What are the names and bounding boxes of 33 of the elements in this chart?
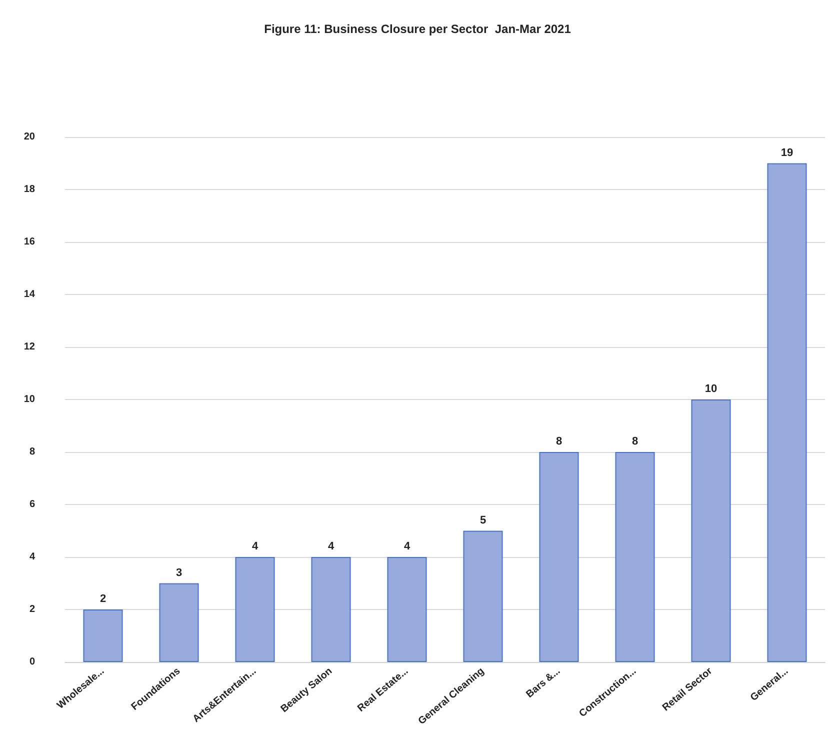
data-label: 8 [556, 436, 562, 448]
y-tick-label: 18 [24, 184, 36, 195]
y-tick-label: 2 [29, 604, 36, 615]
x-tick-label: Bars &... [524, 666, 563, 700]
bar [691, 400, 731, 662]
y-tick-label: 4 [29, 552, 36, 562]
y-tick-label: 0 [29, 656, 36, 668]
y-tick-label: 8 [29, 446, 36, 458]
y-tick-label: 6 [29, 499, 36, 510]
data-label: 4 [252, 540, 259, 552]
data-label: 3 [176, 566, 182, 579]
bar [387, 557, 427, 662]
data-label: 10 [704, 383, 718, 395]
bar [235, 557, 275, 662]
y-tick-label: 14 [24, 289, 36, 300]
data-label: 5 [480, 514, 486, 526]
y-tick-label: 10 [24, 394, 36, 405]
y-tick-label: 20 [24, 132, 36, 142]
bar [83, 610, 123, 662]
bar [767, 163, 807, 662]
bar [615, 452, 655, 662]
bar [311, 557, 351, 662]
data-label: 4 [328, 540, 335, 552]
bar [463, 530, 503, 662]
bar [159, 583, 199, 662]
data-label: 4 [404, 540, 411, 552]
data-label: 19 [780, 146, 794, 159]
data-label: 2 [100, 593, 106, 605]
y-tick-label: 12 [24, 342, 36, 352]
bar [539, 452, 579, 662]
chart-title: Figure 11: Business Closure per Sector Jan-Mar 2021 [264, 22, 572, 36]
data-label: 8 [632, 436, 638, 448]
y-tick-label: 16 [24, 236, 36, 248]
